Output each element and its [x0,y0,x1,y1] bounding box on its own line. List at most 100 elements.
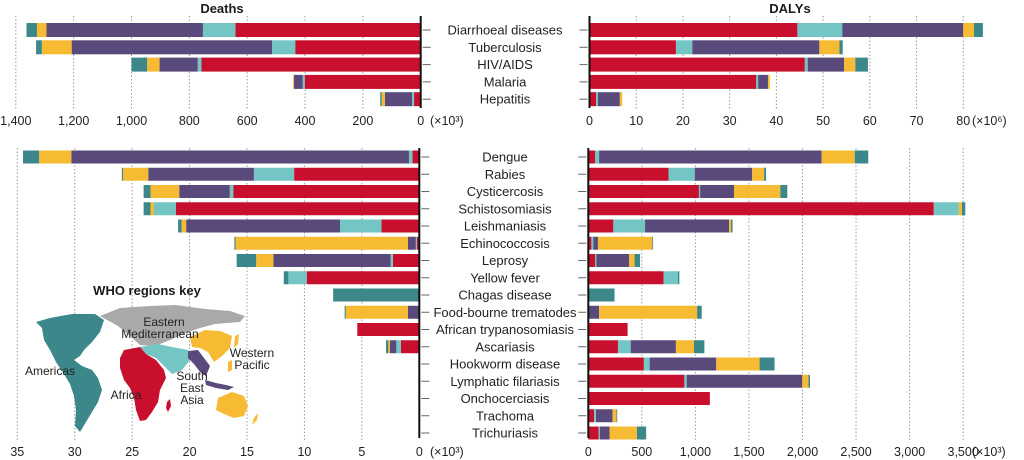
bar-segment-south-east-asia [694,167,753,181]
map-label-wp-1: Western [230,346,274,360]
bar-segment-south-east-asia [645,219,730,233]
bar-segment-americas [283,271,289,285]
x-tick-label: 3,000 [894,445,925,459]
map-region-new-zealand [252,413,258,425]
map-label-africa: Africa [111,388,142,402]
bar-segment-western-pacific [150,202,154,216]
who-regions-key: WHO regions key Eastern Mediterranean Am… [25,283,274,432]
bar-segment-americas [759,357,775,371]
bar-segment-eastern-mediterranean [340,219,382,233]
bar-segment-south-east-asia [273,254,391,267]
bar-segment-eastern-mediterranean [797,23,843,37]
bar-segment-americas [23,150,40,164]
bar-segment-eastern-mediterranean [617,340,631,354]
map-label-sea-1: South [176,369,207,383]
bar-segment-africa [589,23,798,37]
x-tick-label: 1,500 [733,445,764,459]
map-label-eastern-1: Eastern [143,315,184,329]
category-label: Trichuriasis [472,426,538,441]
bar-segment-western-pacific [629,254,635,267]
bar-segment-eastern-mediterranean [595,254,597,267]
map-label-sea-2: East [180,381,205,395]
map-region-africa [120,347,166,421]
bar-segment-africa [588,202,934,216]
bar-segment-western-pacific [597,236,653,250]
category-label: Cysticercosis [467,184,544,199]
bar-segment-eastern-mediterranean [591,236,594,250]
category-label: Yellow fever [470,270,540,285]
map-region-americas [36,314,104,432]
bar-segment-americas [855,57,868,72]
bar-segment-south-east-asia [807,57,845,72]
bar-segment-western-pacific [963,23,975,37]
category-label: Echinococcosis [460,236,550,251]
bar-segment-western-pacific [345,305,408,319]
bar-segment-south-east-asia [597,92,620,107]
bar-segment-americas [121,167,123,181]
bar-segment-eastern-mediterranean [197,57,202,72]
x-tick-label: 30 [723,114,737,128]
deaths-major-panel: 0 200 400 600 800 1,000 1,200 1,400 (×10³) [0,16,464,128]
bar-segment-eastern-mediterranean [596,92,598,107]
unit-label: (×10³) [430,114,464,128]
bar-segment-eastern-mediterranean [595,150,600,164]
bar-segment-americas [694,340,705,354]
bar-segment-western-pacific [256,254,274,267]
map-region-europe [100,305,245,346]
x-tick-label: 50 [816,114,830,128]
bar-segment-africa [588,254,596,267]
x-tick-label: 500 [631,445,652,459]
bar-segment-eastern-mediterranean [643,357,650,371]
bar-segment-africa [201,57,421,72]
bar-segment-americas [677,271,680,285]
bar-segment-western-pacific [675,340,695,354]
bar-segment-africa [588,409,595,423]
bar-segment-africa [235,23,421,37]
bar-segment-western-pacific [716,357,760,371]
bar-segment-western-pacific [612,409,617,423]
dalys-ntd-panel: 0 500 1,000 1,500 2,000 2,500 3,000 3,500(×10³) [578,148,1006,459]
map-label-sea-3: Asia [180,393,204,407]
map-region-philippines [228,360,232,372]
bar-segment-eastern-mediterranean [668,167,695,181]
bar-segment-americas [143,185,151,198]
map-region-australia [216,392,248,418]
map-region-eastern-mediterranean [140,344,190,374]
bar-segment-western-pacific [734,185,781,198]
category-label: Food-bourne trematodes [433,305,577,320]
bar-segment-americas [26,23,37,37]
bar-segment-south-east-asia [649,357,717,371]
bar-segment-africa [588,219,614,233]
x-tick-label: 60 [863,114,877,128]
bar-segment-africa [294,167,420,181]
deaths-panel-title: Deaths [200,1,243,16]
x-tick-label: 0 [585,445,592,459]
bar-segment-africa [400,340,420,354]
deaths-ntd-panel: 0 5 10 15 20 25 30 35 (×10³) [10,148,464,459]
bar-segment-americas [234,236,236,250]
x-tick-label: 5 [358,445,365,459]
x-tick-label: 20 [183,445,197,459]
x-tick-label: 2,500 [840,445,871,459]
x-tick-label: 30 [68,445,82,459]
bar-segment-eastern-mediterranean [229,185,234,198]
bar-segment-americas [652,236,654,250]
bar-segment-eastern-mediterranean [698,185,701,198]
bar-segment-western-pacific [821,150,855,164]
bar-segment-south-east-asia [758,74,768,89]
bar-segment-western-pacific [619,92,623,107]
bar-segment-south-east-asia [384,92,413,107]
bar-segment-africa [588,340,618,354]
unit-label: (×10³) [972,445,1006,459]
bar-segment-western-pacific [767,74,770,89]
bar-segment-americas [974,23,983,37]
bar-segment-south-east-asia [842,23,964,37]
category-label: Schistosomiasis [458,201,552,216]
bar-segment-south-east-asia [630,340,676,354]
bar-segment-eastern-mediterranean [613,219,646,233]
bar-segment-africa [233,185,420,198]
bar-segment-africa [357,323,420,336]
bar-segment-africa [306,271,420,285]
x-tick-label: 2,000 [787,445,818,459]
